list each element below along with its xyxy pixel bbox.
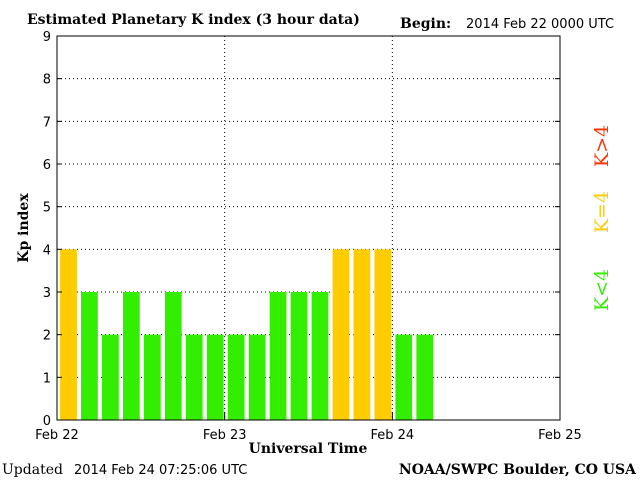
x-tick-label: Feb 24 xyxy=(370,428,414,443)
y-tick-label: 0 xyxy=(43,414,51,429)
kp-bar xyxy=(395,334,413,420)
y-tick-label: 9 xyxy=(43,30,51,45)
y-tick-label: 4 xyxy=(43,243,51,258)
x-axis-ticks: Feb 22 Feb 23 Feb 24 Feb 25 xyxy=(35,412,582,443)
y-tick-label: 7 xyxy=(43,115,51,130)
y-axis-label: Kp index xyxy=(16,193,32,263)
kp-bar xyxy=(81,292,98,420)
grid-lines xyxy=(57,36,560,420)
updated-value: 2014 Feb 24 07:25:06 UTC xyxy=(74,463,247,478)
y-tick-label: 3 xyxy=(43,286,51,301)
kp-bar xyxy=(353,249,371,420)
y-tick-label: 8 xyxy=(43,73,51,88)
kp-bar xyxy=(164,292,182,420)
chart-title: Estimated Planetary K index (3 hour data… xyxy=(27,12,360,28)
kp-bar xyxy=(227,334,245,420)
kp-bar xyxy=(290,292,308,420)
x-tick-label: Feb 22 xyxy=(35,428,79,443)
kp-bar xyxy=(122,292,140,420)
begin-label: Begin: xyxy=(400,16,451,32)
legend-entry: K>4 xyxy=(591,125,613,167)
updated-label: Updated xyxy=(2,462,63,478)
source-credit: NOAA/SWPC Boulder, CO USA xyxy=(399,462,637,478)
kp-bar xyxy=(248,334,266,420)
x-axis-label: Universal Time xyxy=(249,441,368,457)
y-axis-ticks: 0 1 2 3 4 5 6 7 8 9 xyxy=(43,30,560,429)
kp-bar xyxy=(332,249,350,420)
kp-bar xyxy=(374,249,392,420)
kp-bar xyxy=(206,334,224,420)
kp-color-legend: K<4 K=4 K>4 xyxy=(591,125,613,311)
begin-value: 2014 Feb 22 0000 UTC xyxy=(466,17,614,32)
plot-frame xyxy=(56,35,561,421)
kp-bar xyxy=(185,334,203,420)
kp-bar xyxy=(143,334,161,420)
legend-entry: K=4 xyxy=(591,191,613,233)
legend-entry: K<4 xyxy=(591,269,613,311)
y-tick-label: 1 xyxy=(43,371,51,386)
kp-bar xyxy=(416,334,434,420)
x-tick-label: Feb 25 xyxy=(538,428,582,443)
bar-series xyxy=(60,249,434,420)
kp-bar xyxy=(311,292,329,420)
x-tick-label: Feb 23 xyxy=(203,428,247,443)
kp-bar xyxy=(269,292,287,420)
y-tick-label: 2 xyxy=(43,329,51,344)
kp-bar xyxy=(102,334,119,420)
y-tick-label: 5 xyxy=(43,201,51,216)
y-tick-label: 6 xyxy=(43,158,51,173)
kp-bar xyxy=(60,249,77,420)
